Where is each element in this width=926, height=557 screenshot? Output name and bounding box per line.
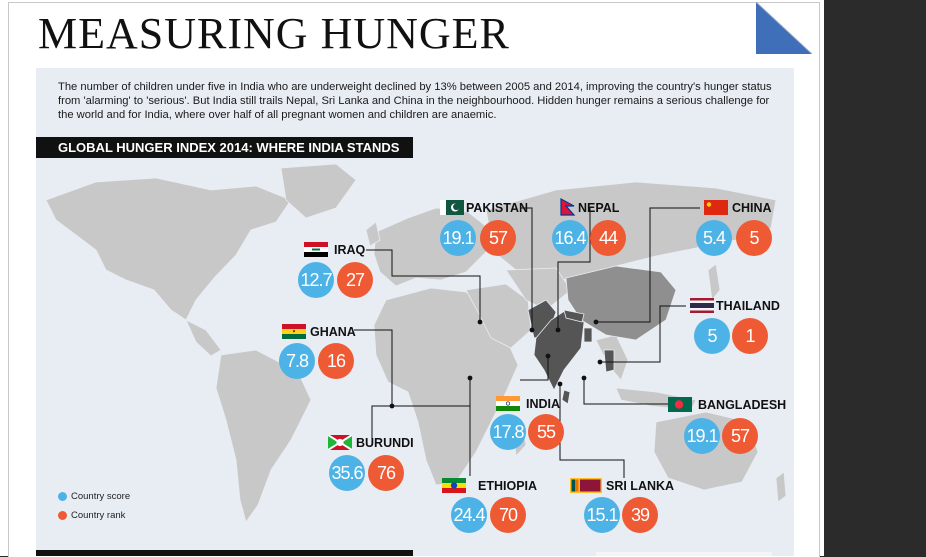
country-score-burundi: 35.6 (329, 455, 365, 491)
pakistan-flag-icon (440, 200, 464, 215)
legend-rank: Country rank (58, 510, 125, 521)
country-rank-bangladesh: 57 (722, 418, 758, 454)
country-rank-thailand: 1 (732, 318, 768, 354)
burundi-flag-icon (328, 435, 352, 450)
country-label-thailand: THAILAND (716, 299, 780, 313)
country-label-bangladesh: BANGLADESH (698, 398, 787, 412)
map-sri-lanka (561, 389, 571, 405)
country-score-sri-lanka: 15.1 (584, 497, 620, 533)
map-north-america (45, 177, 292, 321)
country-label-ethiopia: ETHIOPIA (478, 479, 538, 493)
country-score-iraq: 12.7 (298, 262, 334, 298)
legend-rank-label: Country rank (71, 510, 126, 521)
country-score-india: 17.8 (490, 414, 526, 450)
country-score-ghana: 7.8 (279, 343, 315, 379)
map-uk (365, 221, 381, 247)
ghana-flag-icon (282, 324, 306, 339)
country-label-pakistan: PAKISTAN (466, 201, 529, 215)
country-label-sri-lanka: SRI LANKA (606, 479, 675, 493)
india-flag-icon (496, 396, 520, 411)
china-flag-icon (704, 200, 728, 215)
page-fold-corner (756, 2, 812, 54)
page-title: MEASURING HUNGER (38, 9, 510, 58)
country-score-pakistan: 19.1 (440, 220, 476, 256)
country-rank-nepal: 44 (590, 220, 626, 256)
map-nepal (563, 309, 585, 323)
country-rank-iraq: 27 (337, 262, 373, 298)
country-score-china: 5.4 (696, 220, 732, 256)
country-rank-ethiopia: 70 (490, 497, 526, 533)
intro-text: The number of children under five in Ind… (58, 81, 772, 121)
country-score-nepal: 16.4 (552, 220, 588, 256)
country-score-thailand: 5 (694, 318, 730, 354)
thailand-flag-icon (690, 298, 714, 313)
map-new-zealand (775, 471, 787, 503)
country-score-bangladesh: 19.1 (684, 418, 720, 454)
country-label-burundi: BURUNDI (356, 436, 414, 450)
legend-rank-dot (58, 510, 67, 520)
iraq-flag-icon (304, 242, 328, 257)
country-rank-sri-lanka: 39 (622, 497, 658, 533)
country-label-china: CHINA (732, 201, 772, 215)
map-japan (707, 263, 721, 301)
legend-score-label: Country score (71, 491, 131, 502)
country-score-ethiopia: 24.4 (451, 497, 487, 533)
sri-lanka-flag-icon (570, 478, 602, 493)
country-label-nepal: NEPAL (578, 201, 620, 215)
bottom-black-bar (36, 550, 413, 556)
legend-score: Country score (58, 491, 130, 502)
bottom-right-strip (596, 552, 772, 556)
country-rank-ghana: 16 (318, 343, 354, 379)
map-bangladesh (583, 327, 593, 343)
map-greenland (280, 163, 357, 219)
chart-subhead: GLOBAL HUNGER INDEX 2014: WHERE INDIA ST… (36, 137, 413, 158)
country-rank-india: 55 (528, 414, 564, 450)
map-thailand (603, 349, 615, 373)
country-rank-china: 5 (736, 220, 772, 256)
ethiopia-flag-icon (442, 478, 466, 493)
bangladesh-flag-icon (668, 397, 692, 412)
legend-score-dot (58, 491, 67, 501)
country-rank-pakistan: 57 (480, 220, 516, 256)
nepal-flag-icon (560, 198, 576, 216)
country-label-india: INDIA (526, 397, 561, 411)
country-label-ghana: GHANA (310, 325, 356, 339)
map-central-america (185, 319, 222, 357)
country-label-iraq: IRAQ (334, 243, 366, 257)
country-rank-burundi: 76 (368, 455, 404, 491)
